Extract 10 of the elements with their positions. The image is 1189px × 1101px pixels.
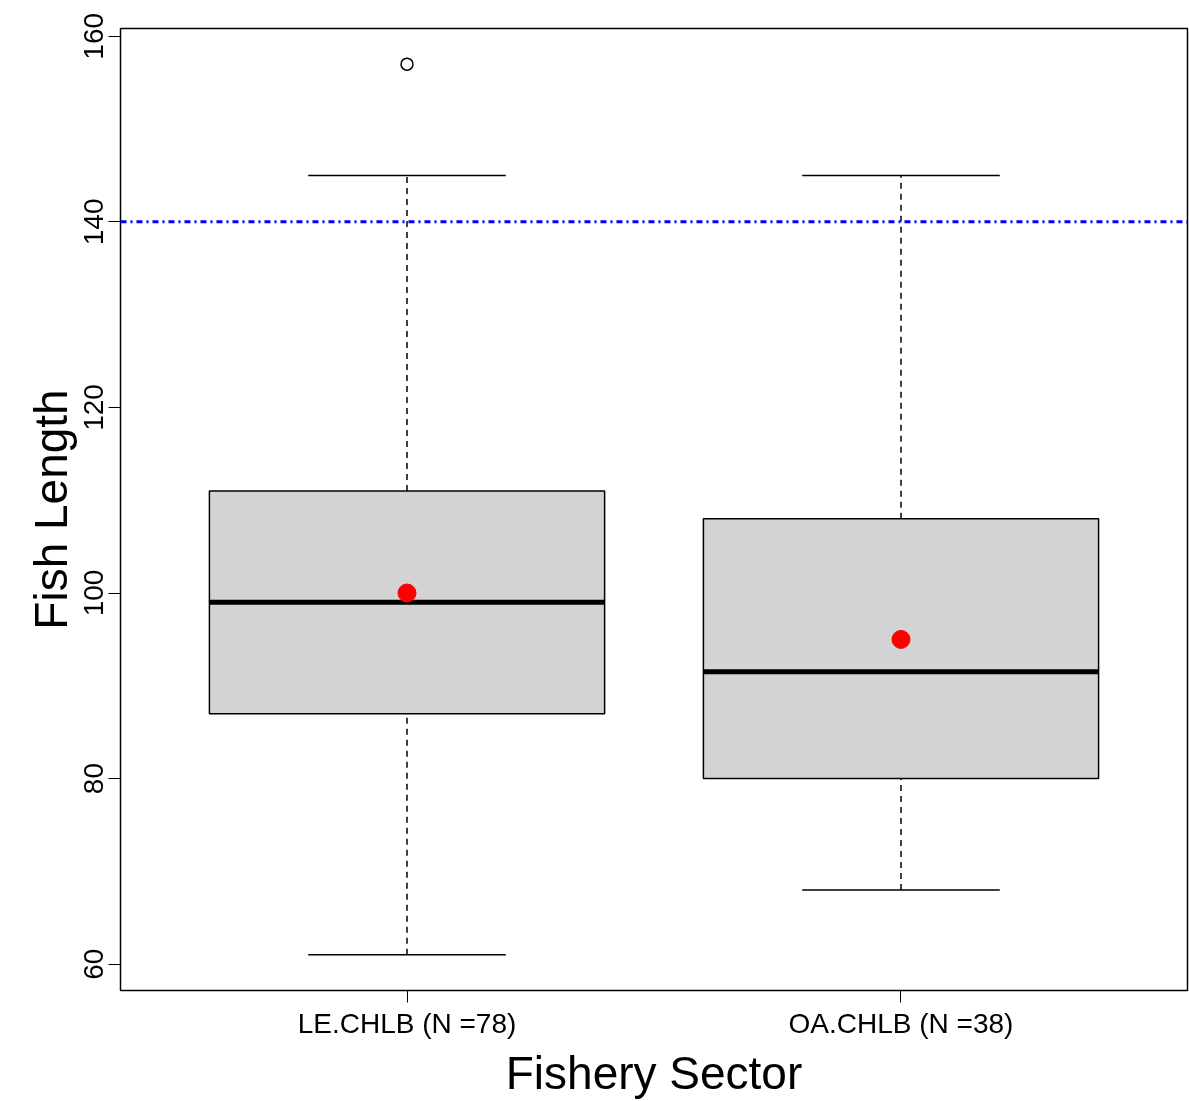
x-tick-label: LE.CHLB (N =78) [297, 1007, 517, 1039]
y-axis-title: Fish Length [24, 389, 77, 630]
y-tick-label: 100 [78, 569, 110, 617]
y-tick-label: 60 [78, 948, 110, 980]
y-tick-label: 80 [78, 762, 110, 795]
y-tick-label: 160 [78, 12, 110, 60]
y-tick-label: 140 [78, 198, 110, 246]
x-axis-title: Fishery Sector [505, 1046, 803, 1099]
x-tick-label: OA.CHLB (N =38) [788, 1007, 1014, 1039]
y-tick-label: 120 [78, 384, 110, 431]
